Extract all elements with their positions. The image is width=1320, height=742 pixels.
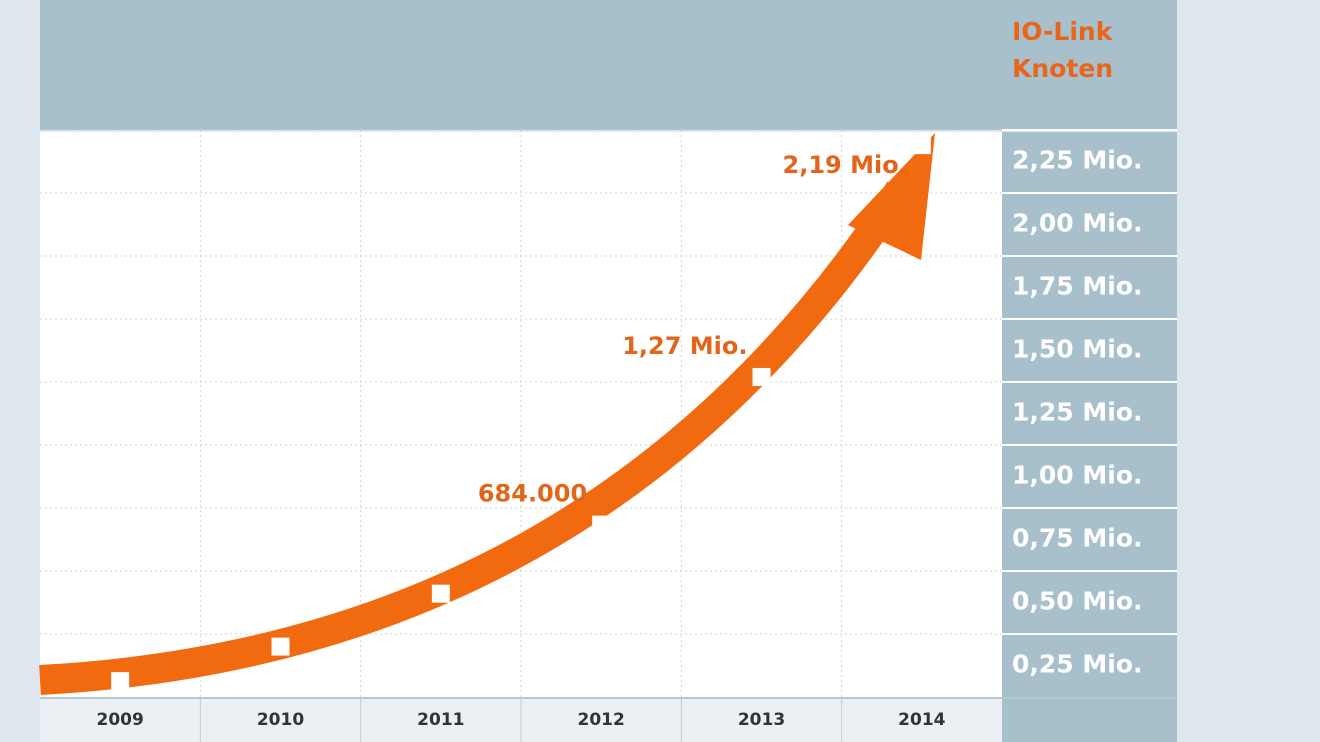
x-tick-label: 2014 (898, 710, 945, 730)
y-axis-label: IO-Link (1012, 17, 1114, 46)
y-tick-label: 1,00 Mio. (1012, 461, 1143, 490)
arrow-body (39, 181, 913, 695)
arrow-head (848, 133, 935, 260)
header-band (40, 0, 1177, 130)
x-tick-label: 2013 (738, 710, 785, 730)
y-tick-label: 2,00 Mio. (1012, 209, 1143, 238)
y-tick-label: 0,50 Mio. (1012, 587, 1143, 616)
x-tick-label: 2010 (257, 710, 304, 730)
data-point (111, 672, 130, 691)
data-point (431, 584, 450, 603)
y-axis-band (1002, 132, 1177, 742)
value-label: 2,19 Mio. (783, 151, 908, 179)
grid (40, 129, 1002, 697)
data-point (752, 367, 771, 386)
value-label: 684.000 (478, 480, 587, 508)
x-axis-band (40, 697, 1177, 742)
data-point (912, 136, 931, 155)
y-tick-label: 0,75 Mio. (1012, 524, 1143, 553)
x-tick-label: 2011 (417, 710, 464, 730)
data-point (271, 637, 290, 656)
value-label: 1,27 Mio. (622, 332, 747, 360)
y-tick-label: 2,25 Mio. (1012, 146, 1143, 175)
x-tick-label: 2012 (578, 710, 625, 730)
y-axis-label: Knoten (1012, 54, 1113, 83)
x-tick-label: 2009 (97, 710, 144, 730)
y-tick-label: 1,50 Mio. (1012, 335, 1143, 364)
y-tick-label: 1,25 Mio. (1012, 398, 1143, 427)
y-tick-label: 1,75 Mio. (1012, 272, 1143, 301)
y-tick-label: 0,25 Mio. (1012, 650, 1143, 679)
data-point (592, 515, 611, 534)
